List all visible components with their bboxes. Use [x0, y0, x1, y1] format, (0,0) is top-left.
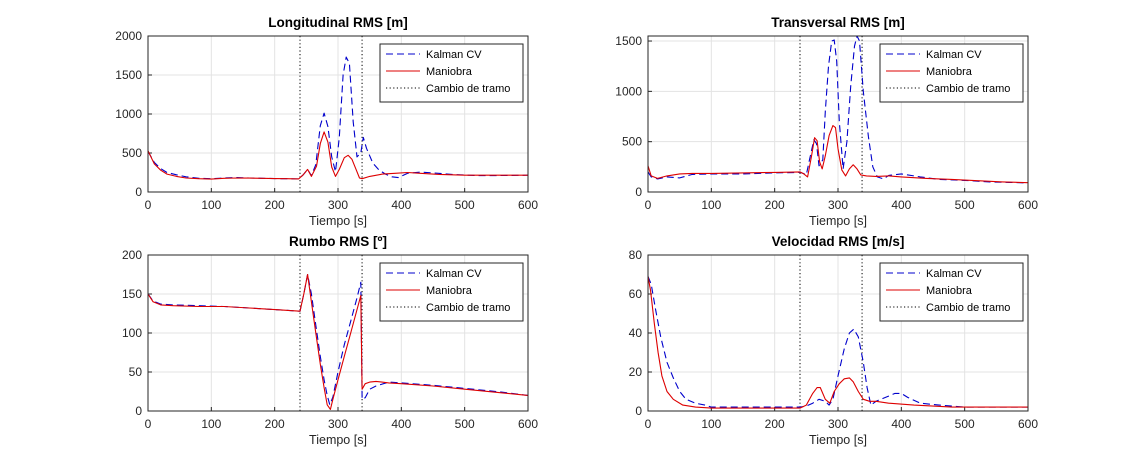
chart-velocidad-rms: 0 100 200 300 400 500 600 0 20 40 60 80 Velocidad RM… [629, 234, 1039, 447]
axes-box [147, 254, 529, 412]
x-tick-label: 200 [265, 198, 285, 212]
x-tick-label: 500 [955, 198, 975, 212]
legend-label: Cambio de tramo [426, 302, 510, 314]
x-tick-label: 400 [391, 198, 411, 212]
y-tick-label: 2000 [115, 29, 142, 43]
x-tick-label: 400 [891, 417, 911, 431]
legend-label: Kalman CV [926, 268, 982, 280]
x-tick-label: 100 [701, 198, 721, 212]
x-tick-label: 600 [1018, 198, 1038, 212]
y-tick-label: 80 [629, 248, 643, 262]
legend-label: Cambio de tramo [426, 83, 510, 95]
series-group [148, 273, 528, 410]
legend-label: Kalman CV [926, 49, 982, 61]
y-tick-label: 200 [122, 248, 142, 262]
x-axis-label: Tiempo [s] [809, 214, 867, 228]
legend-label: Cambio de tramo [926, 83, 1010, 95]
series-group [148, 56, 528, 180]
x-axis-label: Tiempo [s] [809, 433, 867, 447]
chart-title: Longitudinal RMS [m] [268, 15, 407, 30]
y-tick-label: 0 [635, 185, 642, 199]
y-tick-label: 0 [135, 404, 142, 418]
chart-title: Rumbo RMS [º] [289, 234, 387, 249]
y-tick-label: 20 [629, 365, 643, 379]
x-tick-label: 200 [765, 198, 785, 212]
x-tick-label: 600 [1018, 417, 1038, 431]
series-line-maniobra [648, 125, 1028, 184]
chart-longitudinal-rms: 0 100 200 300 400 500 600 0 500 1000 1500 2000 Longi… [115, 15, 538, 228]
x-tick-label: 0 [145, 198, 152, 212]
legend: Kalman CV Maniobra Cambio de tramo [379, 262, 524, 322]
x-tick-label: 300 [828, 198, 848, 212]
y-tick-label: 1000 [115, 107, 142, 121]
x-tick-label: 400 [891, 198, 911, 212]
y-tick-label: 1500 [615, 34, 642, 48]
x-tick-label: 300 [828, 417, 848, 431]
series-line-maniobra [648, 276, 1028, 409]
y-tick-label: 1500 [115, 68, 142, 82]
legend-label: Kalman CV [426, 268, 482, 280]
series-line-maniobra [148, 273, 528, 410]
x-tick-label: 100 [201, 198, 221, 212]
axes-box [647, 35, 1029, 193]
series-group [648, 276, 1028, 409]
x-tick-label: 400 [391, 417, 411, 431]
x-tick-label: 100 [701, 417, 721, 431]
chart-rumbo-rms: 0 100 200 300 400 500 600 0 50 100 150 200 Rumbo RMS… [122, 234, 538, 447]
x-tick-label: 0 [645, 417, 652, 431]
x-tick-label: 600 [518, 417, 538, 431]
y-tick-label: 0 [635, 404, 642, 418]
legend-label: Cambio de tramo [926, 302, 1010, 314]
series-group [648, 36, 1028, 184]
legend-label: Maniobra [926, 66, 973, 78]
x-tick-label: 200 [265, 417, 285, 431]
x-axis-label: Tiempo [s] [309, 214, 367, 228]
x-tick-label: 100 [201, 417, 221, 431]
y-tick-label: 500 [622, 135, 642, 149]
legend: Kalman CV Maniobra Cambio de tramo [879, 262, 1024, 322]
y-tick-label: 0 [135, 185, 142, 199]
legend: Kalman CV Maniobra Cambio de tramo [379, 43, 524, 103]
x-tick-label: 500 [955, 417, 975, 431]
series-line-maniobra [148, 131, 528, 180]
series-line-kalman-cv [648, 276, 1028, 408]
axes-box [147, 35, 529, 193]
x-tick-label: 500 [455, 417, 475, 431]
x-tick-label: 600 [518, 198, 538, 212]
chart-title: Velocidad RMS [m/s] [772, 234, 905, 249]
y-tick-label: 40 [629, 326, 643, 340]
x-tick-label: 0 [645, 198, 652, 212]
y-tick-label: 60 [629, 287, 643, 301]
x-axis-label: Tiempo [s] [309, 433, 367, 447]
legend: Kalman CV Maniobra Cambio de tramo [879, 43, 1024, 103]
y-tick-label: 1000 [615, 84, 642, 98]
y-tick-label: 50 [129, 365, 143, 379]
x-tick-label: 200 [765, 417, 785, 431]
series-line-kalman-cv [648, 36, 1028, 184]
axes-box [647, 254, 1029, 412]
x-tick-label: 300 [328, 198, 348, 212]
legend-label: Kalman CV [426, 49, 482, 61]
legend-label: Maniobra [426, 285, 473, 297]
x-tick-label: 0 [145, 417, 152, 431]
y-tick-label: 100 [122, 326, 142, 340]
y-tick-label: 500 [122, 146, 142, 160]
chart-transversal-rms: 0 100 200 300 400 500 600 0 500 1000 1500 Transvers… [615, 15, 1038, 228]
y-tick-label: 150 [122, 287, 142, 301]
x-tick-label: 300 [328, 417, 348, 431]
legend-label: Maniobra [426, 66, 473, 78]
x-tick-label: 500 [455, 198, 475, 212]
legend-label: Maniobra [926, 285, 973, 297]
chart-title: Transversal RMS [m] [771, 15, 905, 30]
